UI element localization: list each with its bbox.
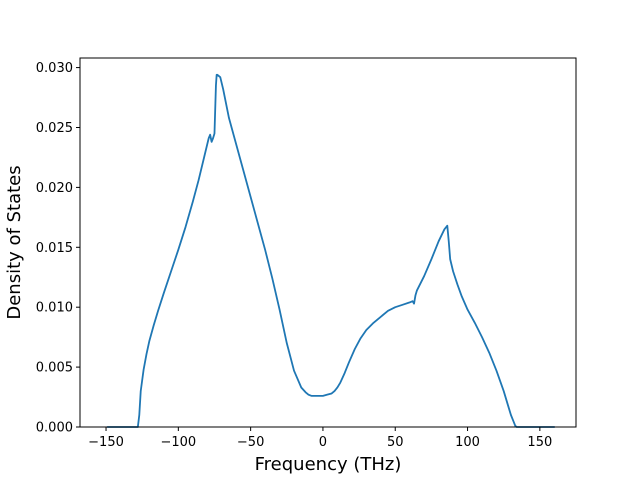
y-tick-label: 0.025	[36, 121, 73, 136]
y-tick-label: 0.030	[36, 61, 73, 76]
y-tick-label: 0.010	[36, 301, 73, 316]
y-tick-label: 0.005	[36, 361, 73, 376]
plot-area	[106, 73, 556, 428]
x-tick-label: −100	[160, 435, 196, 450]
axis-ticks: −150 −100 −50 0 50 100 150 0.000 0.005 0.010 0.015…	[36, 61, 552, 450]
y-tick-label: 0.000	[36, 421, 73, 436]
x-tick-label: 100	[455, 435, 480, 450]
y-tick-label: 0.020	[36, 181, 73, 196]
x-axis-label: Frequency (THz)	[255, 454, 402, 475]
y-tick-label: 0.015	[36, 241, 73, 256]
x-tick-label: 0	[319, 435, 327, 450]
x-tick-label: −50	[237, 435, 264, 450]
x-tick-label: −150	[88, 435, 124, 450]
plot-frame	[79, 57, 577, 428]
x-tick-label: 150	[527, 435, 552, 450]
y-axis-label: Density of States	[4, 165, 25, 319]
x-tick-label: 50	[387, 435, 404, 450]
dos-series-line-0	[106, 73, 556, 428]
